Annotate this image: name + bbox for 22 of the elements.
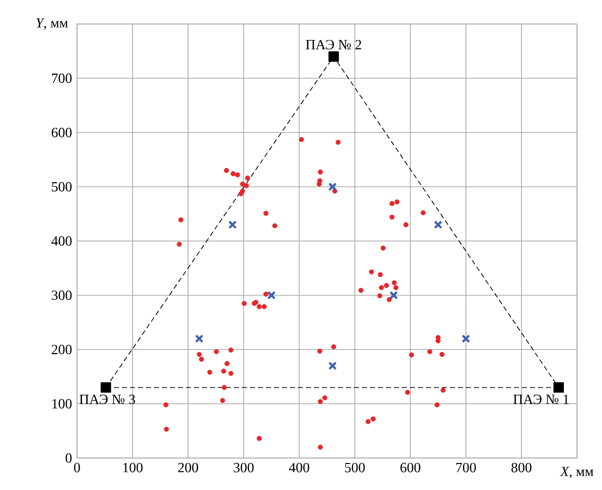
y-tick-label: 400 [51, 236, 72, 246]
annotation: ПАЭ № 1 [513, 394, 569, 404]
y-tick-label: 200 [52, 344, 72, 354]
x-tick-label: 500 [345, 462, 365, 472]
annotation: ПАЭ № 2 [306, 40, 362, 50]
x-tick-label: 300 [234, 462, 254, 472]
y-tick-label: 600 [52, 128, 72, 138]
x-tick-label: 100 [123, 462, 143, 472]
y-tick-label: 0 [66, 453, 72, 463]
x-tick-label: 200 [178, 462, 198, 472]
x-axis-title: X, мм [560, 466, 594, 478]
y-tick-label: 700 [52, 74, 72, 83]
y-tick-label: 500 [52, 182, 72, 192]
x-tick-label: 600 [400, 462, 420, 472]
y-tick-label: 100 [52, 399, 72, 408]
x-tick-label: 400 [288, 462, 310, 472]
y-axis-title: Y, мм [36, 18, 68, 30]
x-tick-label: 800 [511, 462, 532, 472]
x-tick-label: 0 [74, 462, 80, 472]
annotation: ПАЭ № 3 [79, 394, 136, 404]
y-tick-label: 300 [52, 290, 72, 300]
x-tick-label: 700 [456, 462, 476, 472]
